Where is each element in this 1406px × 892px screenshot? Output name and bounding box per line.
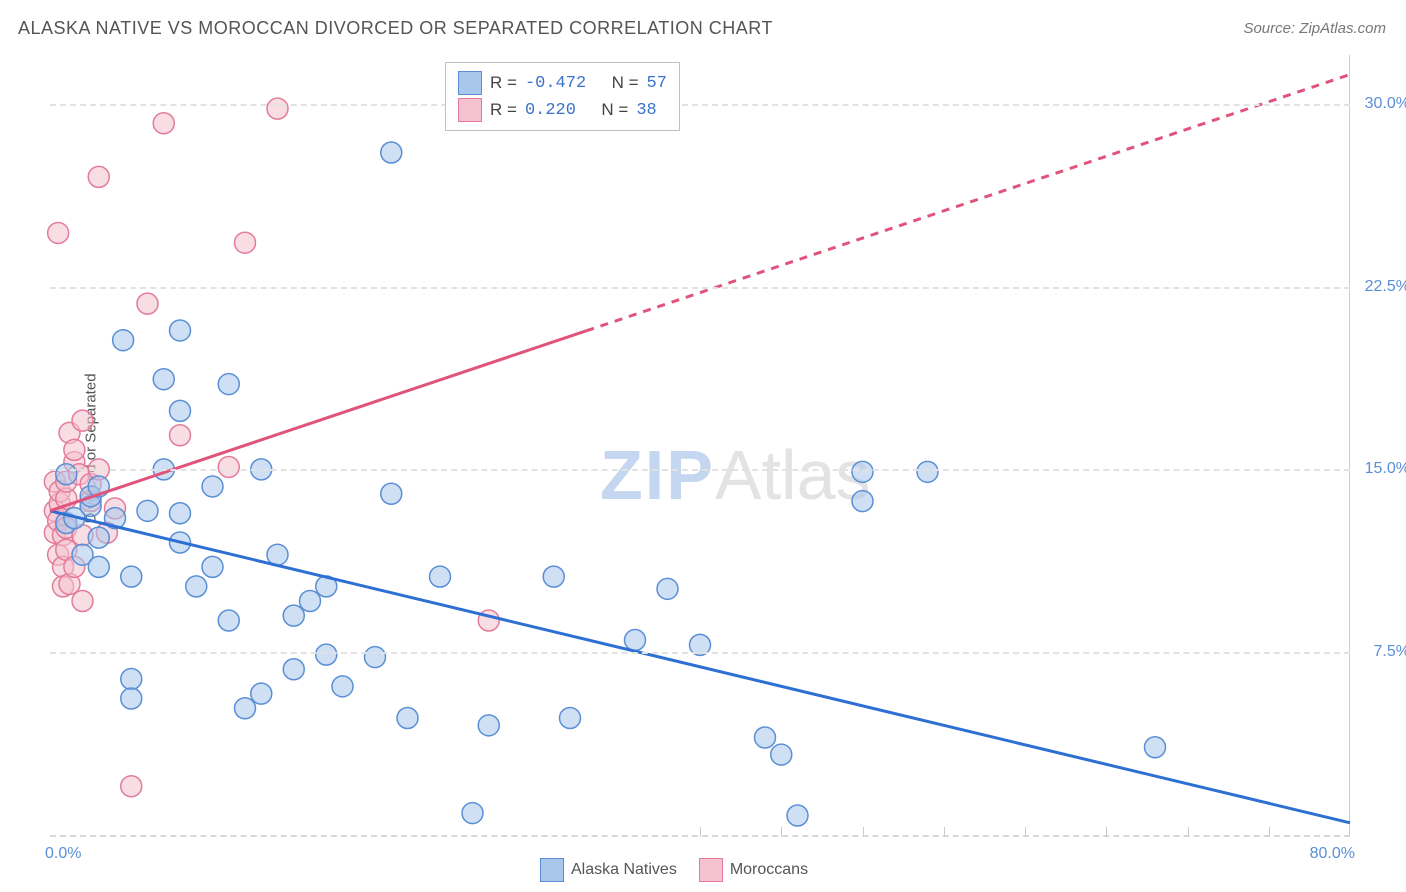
data-point [267, 544, 288, 565]
data-point [316, 644, 337, 665]
data-point [72, 591, 93, 612]
trend-line [586, 75, 1350, 331]
data-point [381, 142, 402, 163]
x-tick [1025, 827, 1026, 837]
blue-swatch-icon [540, 858, 564, 882]
data-point [121, 566, 142, 587]
data-point [170, 320, 191, 341]
grid-line [50, 469, 1350, 471]
pink-swatch-icon [699, 858, 723, 882]
grid-line [50, 287, 1350, 289]
x-tick [944, 827, 945, 837]
data-point [300, 591, 321, 612]
data-point [235, 232, 256, 253]
data-point [560, 708, 581, 729]
data-point [267, 98, 288, 119]
data-point [332, 676, 353, 697]
data-point [186, 576, 207, 597]
data-point [137, 293, 158, 314]
data-point [202, 476, 223, 497]
data-point [917, 461, 938, 482]
data-point [625, 630, 646, 651]
data-point [88, 527, 109, 548]
x-tick [700, 827, 701, 837]
data-point [48, 222, 69, 243]
plot-area: ZIPAtlas 0.0% 80.0% 7.5%15.0%22.5%30.0% [50, 55, 1350, 837]
x-tick [863, 827, 864, 837]
grid-line [50, 104, 1350, 106]
y-tick-label: 22.5% [1365, 278, 1406, 296]
data-point [1145, 737, 1166, 758]
x-tick [1188, 827, 1189, 837]
blue-swatch-icon [458, 71, 482, 95]
data-point [170, 425, 191, 446]
data-point [462, 803, 483, 824]
data-point [787, 805, 808, 826]
data-point [170, 400, 191, 421]
x-tick-end: 80.0% [1310, 845, 1355, 863]
data-point [64, 439, 85, 460]
series-legend: Alaska Natives Moroccans [540, 858, 808, 882]
x-tick [781, 827, 782, 837]
data-point [283, 605, 304, 626]
data-point [755, 727, 776, 748]
chart-title: ALASKA NATIVE VS MOROCCAN DIVORCED OR SE… [18, 18, 773, 39]
data-point [235, 698, 256, 719]
y-tick-label: 15.0% [1365, 460, 1406, 478]
data-point [397, 708, 418, 729]
trend-line [50, 331, 586, 511]
legend-row-pink: R = 0.220 N = 38 [458, 98, 667, 122]
data-point [381, 483, 402, 504]
data-point [543, 566, 564, 587]
data-point [88, 556, 109, 577]
data-point [365, 647, 386, 668]
pink-swatch-icon [458, 98, 482, 122]
data-point [478, 715, 499, 736]
x-tick-start: 0.0% [45, 845, 81, 863]
x-tick [1269, 827, 1270, 837]
data-point [113, 330, 134, 351]
data-point [657, 578, 678, 599]
data-point [121, 776, 142, 797]
legend-row-blue: R = -0.472 N = 57 [458, 71, 667, 95]
data-point [121, 669, 142, 690]
correlation-legend: R = -0.472 N = 57 R = 0.220 N = 38 [445, 62, 680, 131]
data-point [72, 410, 93, 431]
data-point [218, 610, 239, 631]
x-tick [1106, 827, 1107, 837]
data-point [153, 113, 174, 134]
source-citation: Source: ZipAtlas.com [1243, 20, 1386, 37]
data-point [251, 683, 272, 704]
legend-item-pink: Moroccans [699, 858, 808, 882]
data-point [771, 744, 792, 765]
data-point [88, 166, 109, 187]
data-point [56, 464, 77, 485]
data-point [121, 688, 142, 709]
y-tick-label: 7.5% [1374, 643, 1406, 661]
data-point [218, 374, 239, 395]
data-point [137, 500, 158, 521]
legend-item-blue: Alaska Natives [540, 858, 677, 882]
data-point [283, 659, 304, 680]
scatter-svg [50, 55, 1350, 835]
grid-line [50, 652, 1350, 654]
data-point [170, 503, 191, 524]
trend-line [50, 511, 1350, 823]
y-tick-label: 30.0% [1365, 95, 1406, 113]
data-point [852, 491, 873, 512]
data-point [218, 456, 239, 477]
data-point [430, 566, 451, 587]
data-point [153, 369, 174, 390]
data-point [852, 461, 873, 482]
data-point [202, 556, 223, 577]
